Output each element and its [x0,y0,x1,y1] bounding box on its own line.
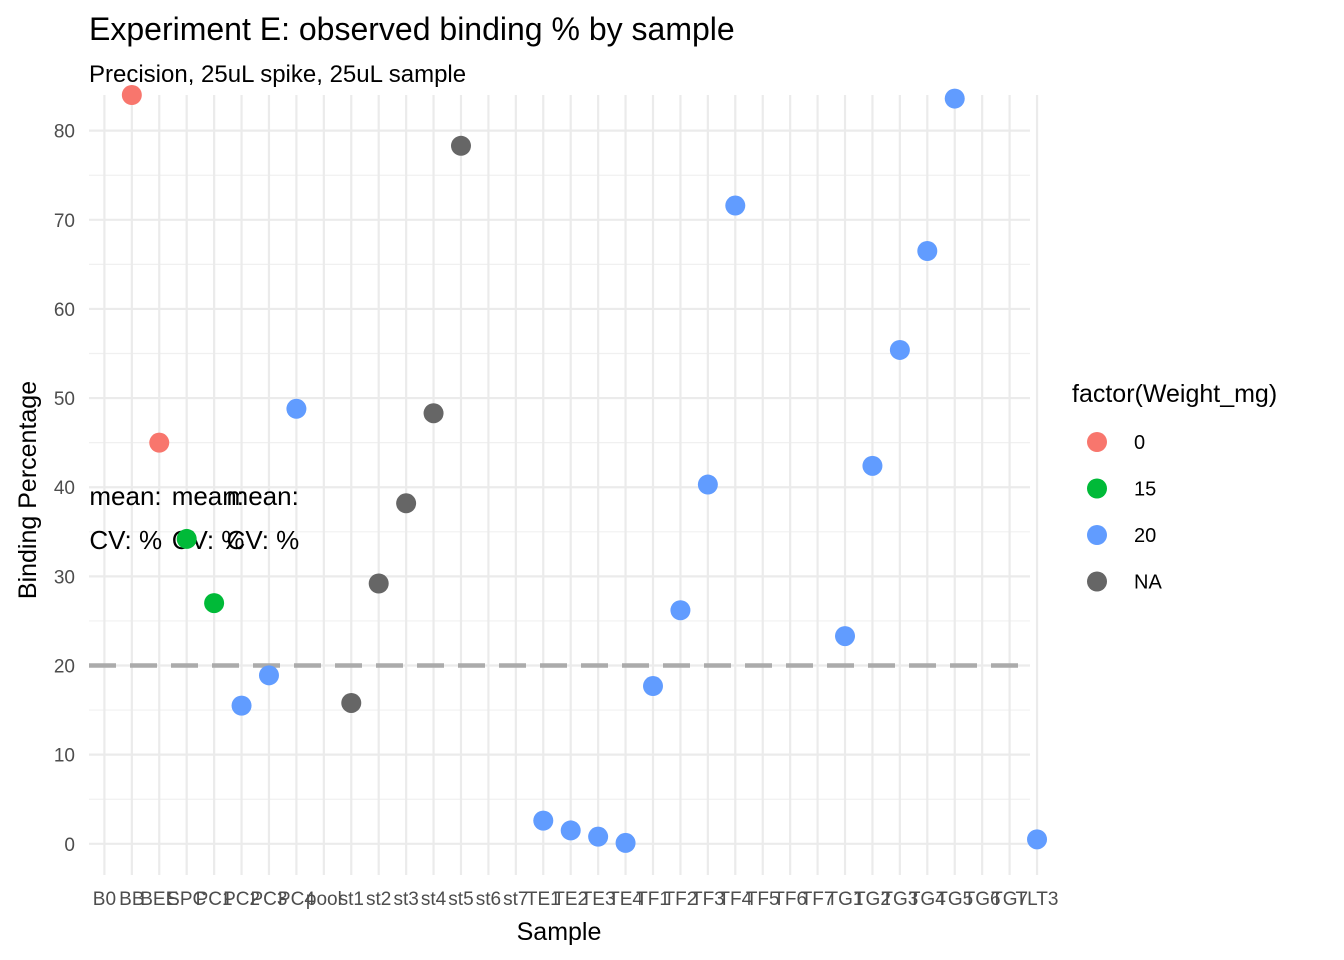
chart-subtitle: Precision, 25uL spike, 25uL sample [89,61,466,88]
legend-title: factor(Weight_mg) [1072,380,1277,408]
x-tick-label: TG4 [909,889,946,910]
point-0 [149,432,170,453]
legend-key [1087,571,1107,592]
annotation-text: mean: [89,481,161,511]
plot-area: 0 10 20 30 40 50 60 70 80 B0 BBBEESPCPC1PC2PC3PC4p… [54,85,1059,910]
x-tick-label: TF3 [691,889,725,910]
legend: factor(Weight_mg) 0 15 20 NA [1072,380,1277,594]
x-axis-title: Sample [517,918,602,946]
point-na [450,135,471,156]
point-na [423,403,444,424]
point-15 [176,528,197,549]
annotation-text: CV: % [227,525,300,555]
point-0 [121,85,142,105]
point-20 [560,820,581,841]
point-20 [670,600,691,621]
y-tick-label: 10 [54,746,75,767]
x-tick-label: TG7 [991,889,1028,910]
annotation-text: CV: % [89,525,162,555]
y-tick-label: 30 [54,567,75,588]
x-tick-label: st6 [476,889,501,910]
x-tick-label: TF5 [746,889,780,910]
x-tick-label: TG2 [854,889,891,910]
x-tick-label: st4 [421,889,447,910]
point-20 [643,676,663,697]
x-tick-label: PC4 [278,889,315,910]
y-tick-label: 50 [54,389,75,410]
point-20 [286,398,307,419]
y-tick-label: 60 [54,300,75,321]
x-tick-label: PC1 [196,889,233,910]
point-20 [258,665,279,686]
x-tick-label: TG3 [881,889,918,910]
x-tick-label: TE3 [581,889,616,910]
x-tick-label: st5 [448,889,473,910]
y-tick-label: 70 [54,211,75,232]
x-tick-label: TF4 [718,889,752,910]
x-tick-label: TG1 [827,889,864,910]
x-tick-label: BB [119,889,144,910]
point-20 [944,88,965,109]
annotation-text: mean: [172,481,244,511]
x-tick-label: TLT3 [1016,889,1059,910]
point-na [396,493,417,514]
legend-label: 0 [1134,432,1145,454]
x-tick-label: st7 [503,889,528,910]
x-tick-label: st1 [339,889,364,910]
point-20 [533,810,554,831]
point-20 [588,826,609,847]
point-20 [917,241,938,261]
x-tick-label: BEE [140,889,178,910]
point-20 [615,832,636,853]
x-tick-label: pool [306,889,342,910]
y-tick-label: 20 [54,657,75,678]
x-tick-label: TF1 [636,889,670,910]
x-tick-label: TF7 [801,889,835,910]
point-20 [697,474,718,495]
y-tick-label: 40 [54,478,75,499]
chart-title: Experiment E: observed binding % by samp… [89,11,735,47]
x-tick-label: TF6 [773,889,807,910]
y-tick-label: 0 [64,835,75,856]
annotation-text: mean: [227,481,299,511]
legend-label: 20 [1134,525,1156,547]
legend-label: NA [1134,572,1162,594]
legend-label: 15 [1134,479,1156,501]
point-15 [204,593,225,614]
point-20 [1027,829,1048,850]
x-tick-label: B0 [93,889,116,910]
point-20 [725,195,746,216]
x-tick-label: st2 [366,889,391,910]
x-tick-label: TE2 [553,889,588,910]
legend-key [1087,478,1107,499]
x-tick-label: TE4 [608,889,643,910]
x-tick-label: TG5 [936,889,973,910]
y-axis-title: Binding Percentage [14,381,42,599]
x-tick-label: st3 [393,889,418,910]
point-20 [862,455,883,476]
point-20 [835,626,856,647]
x-tick-label: PC2 [223,889,260,910]
x-tick-label: TG6 [964,889,1001,910]
x-tick-label: SPC [167,889,206,910]
x-tick-label: PC3 [250,889,287,910]
legend-key [1087,432,1107,452]
y-tick-label: 80 [54,122,75,143]
x-tick-label: TF2 [664,889,698,910]
point-na [368,573,389,594]
point-20 [889,339,910,360]
point-na [341,692,362,713]
legend-key [1087,525,1107,545]
x-tick-label: TE1 [526,889,561,910]
point-20 [231,695,252,716]
